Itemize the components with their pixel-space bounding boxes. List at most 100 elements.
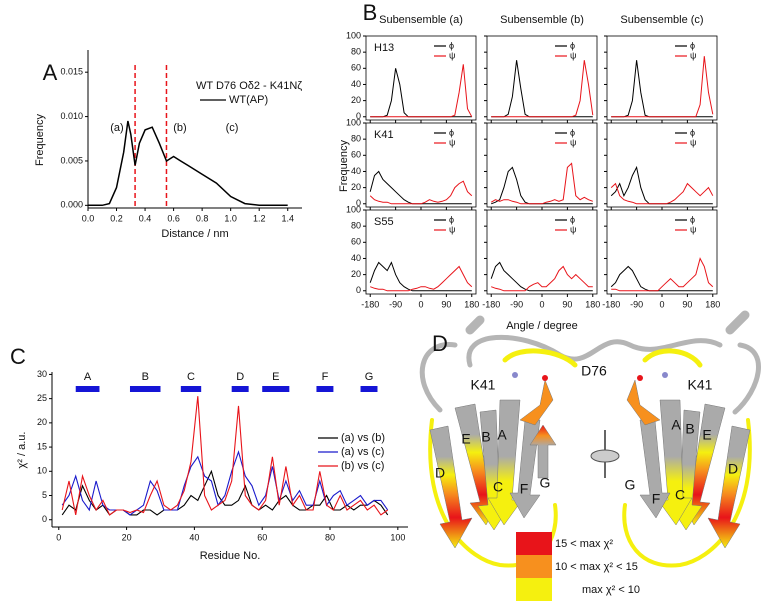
y-tick-label: 0.015 — [60, 67, 83, 77]
structure-segment — [231, 386, 249, 392]
legend-label: ϕ — [690, 40, 695, 50]
y-tick-label: 80 — [351, 47, 361, 57]
annotation: (a) — [110, 122, 123, 134]
x-axis-title: Angle / degree — [506, 320, 578, 332]
legend-label: ϕ — [570, 127, 575, 137]
y-tick-label: 15 — [37, 441, 47, 451]
structure-segment — [75, 386, 100, 392]
residue-label: C — [675, 487, 685, 503]
series-line — [611, 257, 714, 292]
series-line — [370, 68, 472, 118]
residue-label: A — [497, 427, 507, 443]
loop — [419, 342, 761, 415]
y-tick-label: 40 — [351, 166, 361, 176]
legend-label: ψ — [570, 137, 576, 147]
series-line — [370, 265, 473, 292]
x-tick-label: 90 — [682, 299, 692, 309]
series-line — [490, 162, 593, 205]
legend-label: (a) vs (b) — [341, 432, 385, 444]
legend-label: ψ — [570, 50, 576, 60]
residue-label: A — [671, 417, 681, 433]
series-line — [610, 265, 713, 292]
row-label: H13 — [374, 42, 394, 54]
y-tick-label: 100 — [346, 117, 361, 127]
series-line — [611, 56, 714, 118]
residue-label: F — [520, 481, 529, 497]
legend-label: (a) vs (c) — [341, 446, 384, 458]
residue-label: K41 — [471, 377, 496, 393]
x-tick-label: 90 — [562, 299, 572, 309]
structure-segment — [316, 386, 334, 392]
chart-title: Subensemble (a) — [379, 14, 463, 26]
legend-label: ψ — [570, 224, 576, 234]
x-tick-label: 0 — [539, 299, 544, 309]
rotation-icon — [512, 372, 668, 478]
segment-label: C — [187, 371, 195, 383]
segment-label: A — [84, 371, 92, 383]
chart-title: Subensemble (c) — [620, 14, 703, 26]
y-tick-label: 30 — [37, 369, 47, 379]
structure-segment — [129, 386, 161, 392]
strand — [487, 399, 523, 526]
row-label: S55 — [374, 216, 394, 228]
y-tick-label: 60 — [351, 237, 361, 247]
y-axis-title: Frequency — [338, 140, 350, 192]
plot-frame — [606, 209, 718, 295]
y-tick-label: 0 — [356, 285, 361, 295]
series-line — [88, 120, 288, 207]
loop — [642, 348, 703, 368]
x-tick-label: 0.0 — [82, 213, 95, 223]
panel-label: C — [10, 344, 26, 369]
panel-label: B — [363, 0, 378, 25]
y-tick-label: 40 — [351, 253, 361, 263]
chart-title: WT D76 Oδ2 - K41Nζ — [196, 80, 302, 92]
row-label: K41 — [374, 129, 394, 141]
x-tick-label: 40 — [189, 532, 199, 542]
series-line — [611, 60, 713, 118]
x-tick-label: 180 — [705, 299, 720, 309]
series-line — [370, 64, 473, 118]
residue-label: D — [728, 461, 738, 477]
legend-label: (b) vs (c) — [341, 460, 384, 472]
legend-label: 10 < max χ² < 15 — [555, 561, 638, 573]
series-line — [491, 166, 593, 205]
residue-label: E — [461, 431, 470, 447]
x-tick-label: -90 — [630, 299, 643, 309]
x-tick-label: 60 — [257, 532, 267, 542]
y-tick-label: 40 — [351, 79, 361, 89]
plot-frame — [486, 209, 598, 295]
x-tick-label: 0.8 — [196, 213, 209, 223]
legend-label: max χ² < 10 — [582, 584, 640, 596]
segment-label: F — [322, 371, 329, 383]
chart-title: Subensemble (b) — [500, 14, 584, 26]
residue-label: E — [702, 427, 711, 443]
annotation: (c) — [226, 122, 239, 134]
strand — [626, 379, 661, 426]
protein-structure — [419, 310, 761, 568]
residue-label: B — [685, 421, 694, 437]
legend-label: ϕ — [570, 40, 575, 50]
x-tick-label: 0 — [418, 299, 423, 309]
legend-label: ψ — [690, 50, 696, 60]
y-tick-label: 60 — [351, 63, 361, 73]
x-tick-label: 0 — [659, 299, 664, 309]
y-tick-label: 100 — [346, 30, 361, 40]
loop — [622, 418, 752, 568]
y-tick-label: 80 — [351, 221, 361, 231]
x-tick-label: 1.0 — [224, 213, 237, 223]
legend-label: ϕ — [449, 40, 454, 50]
legend-label: ψ — [690, 224, 696, 234]
y-tick-label: 0 — [356, 198, 361, 208]
segment-label: G — [365, 371, 374, 383]
y-tick-label: 5 — [42, 490, 47, 500]
x-tick-label: 90 — [441, 299, 451, 309]
structure-segment — [180, 386, 202, 392]
legend-label: ϕ — [570, 214, 575, 224]
legend-label: WT(AP) — [229, 94, 268, 106]
y-tick-label: 0.010 — [60, 111, 83, 121]
residue-label: F — [652, 491, 661, 507]
x-tick-label: -180 — [361, 299, 379, 309]
x-tick-label: 0.2 — [110, 213, 123, 223]
series-line — [61, 469, 389, 516]
